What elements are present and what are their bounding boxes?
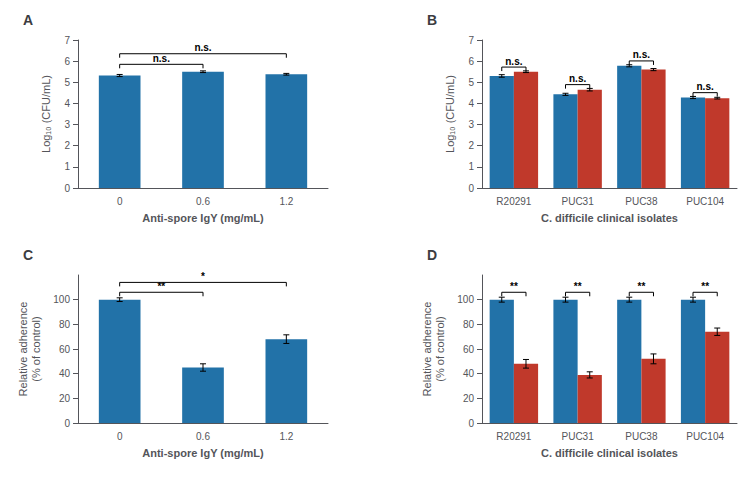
svg-text:3: 3 (64, 119, 70, 130)
svg-text:3: 3 (468, 119, 474, 130)
svg-text:0: 0 (468, 418, 474, 429)
svg-text:n.s.: n.s. (505, 56, 522, 67)
svg-text:PUC38: PUC38 (625, 431, 658, 442)
svg-text:2: 2 (64, 140, 70, 151)
svg-text:PUC104: PUC104 (686, 196, 724, 207)
svg-text:(% of control): (% of control) (30, 316, 42, 381)
svg-text:6: 6 (468, 56, 474, 67)
svg-text:**: ** (574, 281, 582, 292)
svg-text:R20291: R20291 (496, 196, 531, 207)
svg-text:D: D (427, 247, 437, 263)
svg-text:2: 2 (468, 140, 474, 151)
svg-text:n.s.: n.s. (569, 73, 586, 84)
svg-text:4: 4 (468, 98, 474, 109)
svg-text:40: 40 (463, 368, 475, 379)
svg-text:1: 1 (468, 161, 474, 172)
svg-text:**: ** (637, 281, 645, 292)
svg-text:n.s.: n.s. (153, 53, 170, 64)
svg-text:20: 20 (59, 393, 71, 404)
svg-text:0: 0 (64, 183, 70, 194)
svg-text:R20291: R20291 (496, 431, 531, 442)
svg-text:n.s.: n.s. (697, 81, 714, 92)
svg-text:100: 100 (457, 294, 474, 305)
svg-text:A: A (23, 12, 33, 28)
svg-text:5: 5 (64, 77, 70, 88)
svg-text:0: 0 (64, 418, 70, 429)
svg-text:0: 0 (468, 183, 474, 194)
svg-text:Log₁₀ (CFU/mL): Log₁₀ (CFU/mL) (40, 75, 52, 153)
svg-text:Relative adherence: Relative adherence (421, 302, 433, 397)
svg-text:n.s.: n.s. (633, 49, 650, 60)
svg-text:100: 100 (53, 294, 70, 305)
svg-text:PUC31: PUC31 (562, 196, 595, 207)
svg-text:PUC31: PUC31 (562, 431, 595, 442)
svg-text:5: 5 (468, 77, 474, 88)
svg-text:Relative adherence: Relative adherence (17, 302, 29, 397)
svg-text:0.6: 0.6 (196, 196, 210, 207)
svg-text:C. difficile clinical isolates: C. difficile clinical isolates (541, 447, 678, 459)
svg-text:80: 80 (59, 319, 71, 330)
svg-text:1.2: 1.2 (279, 196, 293, 207)
svg-text:7: 7 (64, 35, 70, 46)
svg-text:6: 6 (64, 56, 70, 67)
svg-text:Log₁₀ (CFU/mL): Log₁₀ (CFU/mL) (444, 75, 456, 153)
svg-text:**: ** (701, 281, 709, 292)
svg-text:C. difficile clinical isolates: C. difficile clinical isolates (541, 212, 678, 224)
svg-text:20: 20 (463, 393, 475, 404)
svg-text:C: C (23, 247, 33, 263)
svg-text:1.2: 1.2 (279, 431, 293, 442)
svg-text:7: 7 (468, 35, 474, 46)
svg-text:0: 0 (117, 431, 123, 442)
svg-text:60: 60 (59, 344, 71, 355)
svg-text:0: 0 (117, 196, 123, 207)
svg-text:PUC104: PUC104 (686, 431, 724, 442)
svg-text:4: 4 (64, 98, 70, 109)
svg-text:Anti-spore IgY (mg/mL): Anti-spore IgY (mg/mL) (142, 212, 264, 224)
svg-text:40: 40 (59, 368, 71, 379)
svg-text:**: ** (510, 281, 518, 292)
svg-text:PUC38: PUC38 (625, 196, 658, 207)
svg-text:0.6: 0.6 (196, 431, 210, 442)
svg-text:Anti-spore IgY (mg/mL): Anti-spore IgY (mg/mL) (142, 447, 264, 459)
svg-text:*: * (201, 271, 205, 282)
svg-text:1: 1 (64, 161, 70, 172)
svg-text:n.s.: n.s. (194, 42, 211, 53)
svg-text:60: 60 (463, 344, 475, 355)
svg-text:(% of control): (% of control) (434, 316, 446, 381)
svg-text:80: 80 (463, 319, 475, 330)
svg-text:B: B (427, 12, 437, 28)
